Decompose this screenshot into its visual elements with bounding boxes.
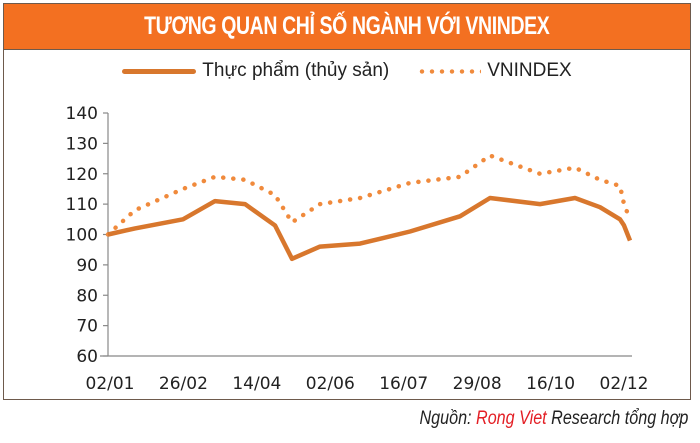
y-tick-label: 70 (76, 317, 98, 337)
chart-frame: TƯƠNG QUAN CHỈ SỐ NGÀNH VỚI VNINDEX Thực… (3, 3, 691, 400)
y-tick-label: 130 (66, 134, 98, 154)
y-tick-label: 110 (66, 195, 98, 215)
y-tick-label: 60 (76, 347, 98, 367)
legend-label-food: Thực phẩm (thủy sản) (202, 60, 390, 81)
x-tick-label: 14/04 (232, 374, 281, 394)
source-prefix: Nguồn: (419, 408, 476, 429)
y-tick-label: 90 (76, 256, 98, 276)
source-suffix: Research tổng hợp (546, 408, 688, 429)
y-tick-label: 120 (66, 165, 98, 185)
solid-line-swatch-icon (122, 68, 197, 74)
chart-title: TƯƠNG QUAN CHỈ SỐ NGÀNH VỚI VNINDEX (144, 12, 550, 40)
x-tick-label: 29/08 (453, 374, 502, 394)
x-tick-label: 02/06 (306, 374, 355, 394)
dotted-line-swatch-icon (417, 68, 482, 74)
x-tick-label: 02/01 (86, 374, 135, 394)
series-vnindex-line (105, 152, 633, 237)
legend-item-vnindex: VNINDEX (417, 60, 572, 82)
y-tick-label: 80 (76, 286, 98, 306)
chart-legend: Thực phẩm (thủy sản) VNINDEX (4, 56, 690, 86)
source-brand: Rong Viet (475, 408, 547, 429)
x-tick-label: 16/10 (526, 374, 575, 394)
y-tick-label: 100 (66, 226, 98, 246)
y-axis: 60 70 80 90 100 110 120 130 140 (66, 104, 109, 367)
x-tick-label: 02/12 (600, 374, 649, 394)
series-food-line (107, 195, 633, 262)
x-tick-label: 26/02 (159, 374, 208, 394)
x-axis: 02/01 26/02 14/04 02/06 16/07 29/08 16/10 02/12 (86, 355, 649, 394)
chart-header: TƯƠNG QUAN CHỈ SỐ NGÀNH VỚI VNINDEX (4, 4, 690, 50)
legend-item-food: Thực phẩm (thủy sản) (122, 60, 389, 82)
legend-label-vnindex: VNINDEX (487, 60, 572, 81)
source-note: Nguồn: Rong Viet Research tổng hợp (419, 408, 688, 430)
y-tick-label: 140 (66, 104, 98, 124)
x-tick-label: 16/07 (379, 374, 428, 394)
